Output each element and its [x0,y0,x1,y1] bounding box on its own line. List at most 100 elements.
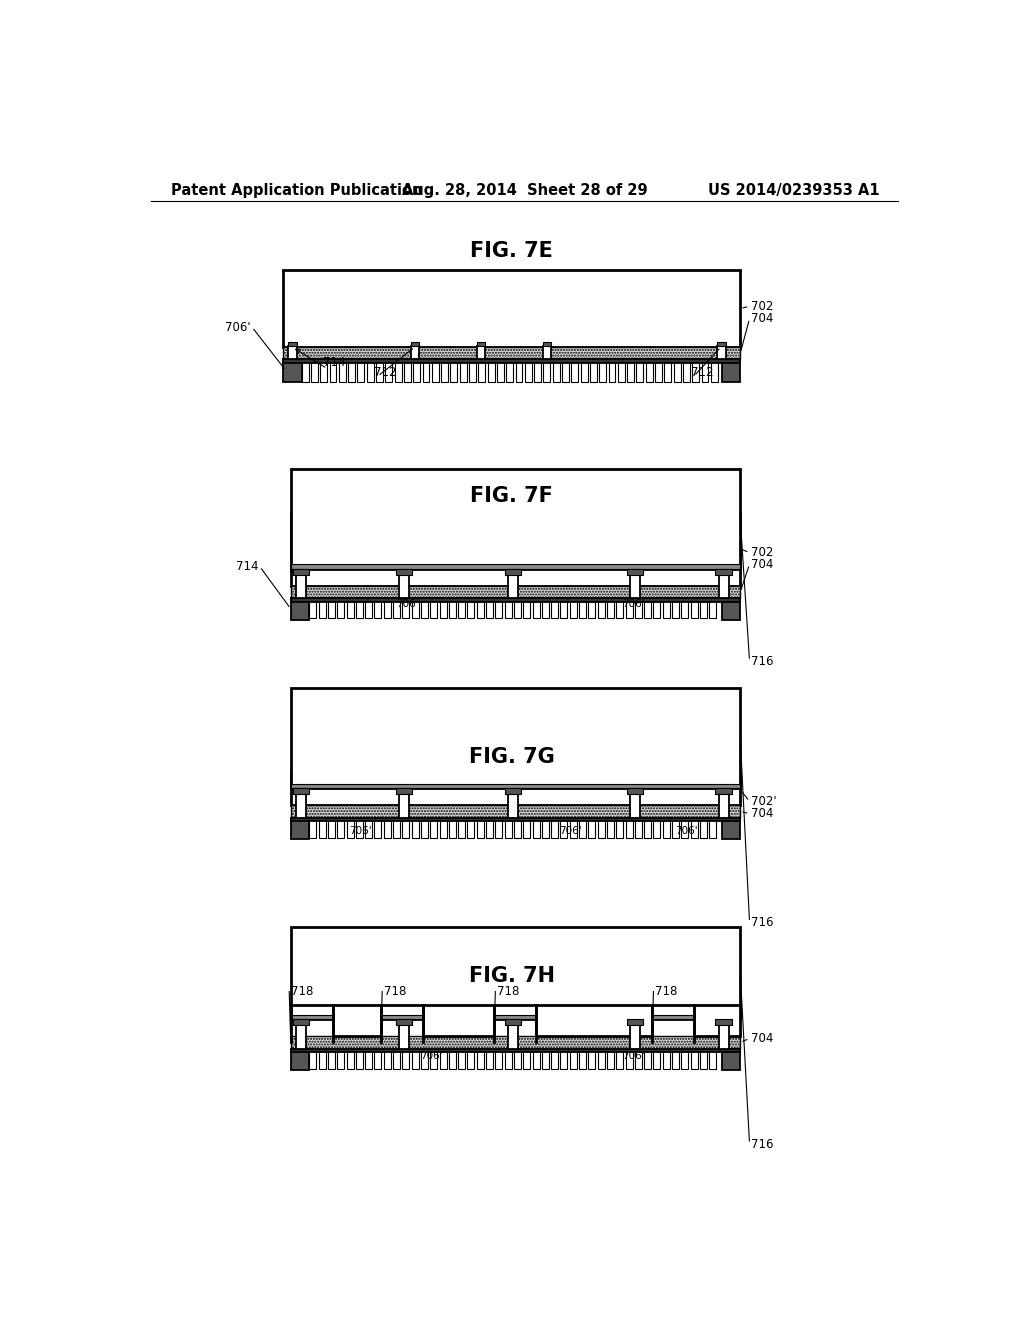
Bar [346,1048,353,1069]
Bar [505,1048,512,1069]
Text: 704: 704 [751,1032,773,1045]
Bar [291,805,740,817]
Bar [430,598,437,618]
Text: 718: 718 [384,985,407,998]
Bar [560,598,567,618]
Bar [458,817,465,837]
Bar [681,817,688,837]
Bar [653,1048,660,1069]
Bar [403,359,411,383]
Bar [674,359,681,383]
Bar [291,586,740,598]
Bar [653,817,660,837]
Bar [644,1048,651,1069]
Bar [506,359,513,383]
Bar [722,359,740,383]
Bar [321,359,328,383]
Bar [311,359,317,383]
Bar [439,1048,446,1069]
Bar [636,359,643,383]
Bar [402,1048,410,1069]
Bar [692,359,699,383]
Bar [542,1048,549,1069]
Bar [402,598,410,618]
Bar [644,598,651,618]
Bar [542,817,549,837]
Bar [337,1048,344,1069]
Bar [384,817,391,837]
Bar [626,598,633,618]
Bar [607,598,614,618]
Bar [616,817,624,837]
Bar [283,359,302,383]
Bar [690,1048,697,1069]
Bar [722,598,740,619]
Bar [293,569,309,576]
Bar [581,359,588,383]
Bar [617,359,625,383]
Bar [579,598,586,618]
Bar [710,1048,716,1069]
Bar [337,598,344,618]
Bar [348,359,355,383]
Text: 702: 702 [751,546,773,560]
Bar [496,598,503,618]
Bar [683,359,690,383]
Bar [291,817,309,840]
Bar [296,576,306,598]
Bar [635,598,642,618]
Bar [328,1048,335,1069]
Bar [505,598,512,618]
Bar [291,512,740,586]
Bar [399,1026,410,1048]
Bar [376,359,383,383]
Bar [590,359,597,383]
Bar [716,569,732,576]
Text: 718: 718 [497,985,519,998]
Bar [599,359,606,383]
Bar [579,1048,586,1069]
Bar [551,1048,558,1069]
Bar [356,817,362,837]
Bar [655,359,662,383]
Bar [309,817,316,837]
Text: 706': 706' [421,1051,443,1061]
Bar [616,598,624,618]
Bar [630,576,640,598]
Bar [339,359,346,383]
Bar [399,795,410,817]
Bar [487,359,495,383]
Bar [393,598,400,618]
Bar [514,598,521,618]
Text: FIG. 7E: FIG. 7E [470,240,553,261]
Bar [439,598,446,618]
Bar [302,359,308,383]
Bar [385,359,392,383]
Bar [396,788,413,795]
Bar [384,598,391,618]
Bar [589,817,595,837]
Bar [423,1006,494,1036]
Text: 712: 712 [690,366,713,379]
Bar [681,598,688,618]
Bar [291,775,740,805]
Bar [532,1048,540,1069]
Bar [672,598,679,618]
Text: 706': 706' [349,825,372,836]
Bar [291,927,740,1019]
Bar [421,1048,428,1069]
Bar [579,817,586,837]
Bar [289,346,297,359]
Bar [690,598,697,618]
Bar [399,576,410,598]
Bar [560,817,567,837]
Bar [627,569,643,576]
Bar [607,817,614,837]
Bar [328,817,335,837]
Bar [393,817,400,837]
Bar [544,359,550,383]
Bar [719,795,729,817]
Bar [412,598,419,618]
Bar [523,598,530,618]
Bar [367,359,374,383]
